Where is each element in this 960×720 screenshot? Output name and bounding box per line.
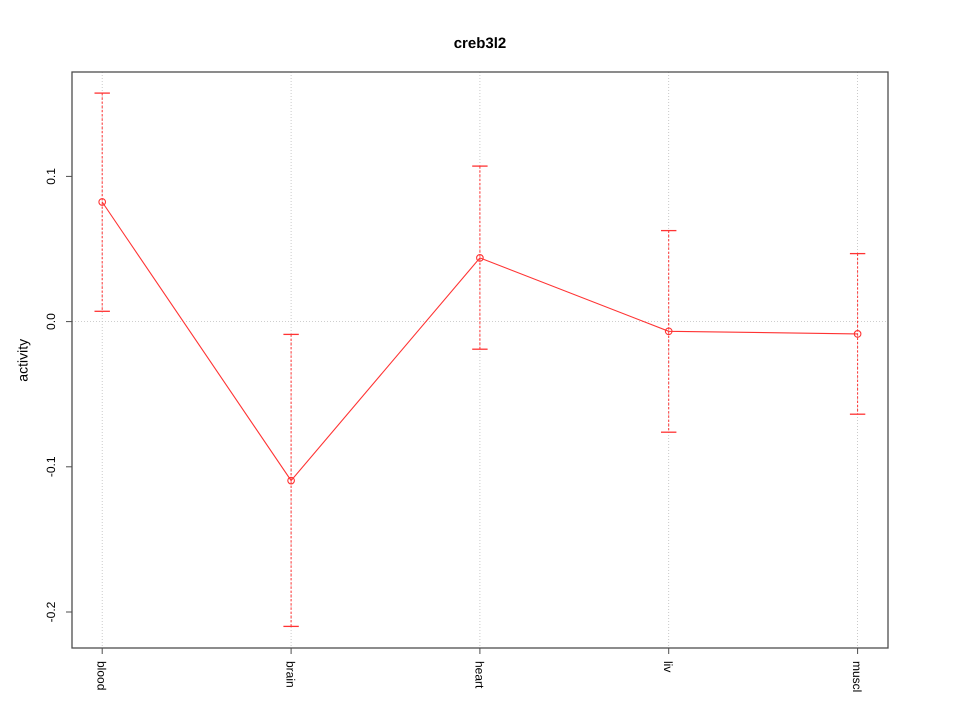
- svg-text:activity: activity: [14, 339, 30, 382]
- svg-text:blood: blood: [95, 661, 109, 690]
- svg-text:muscl: muscl: [850, 661, 864, 692]
- svg-text:-0.2: -0.2: [44, 601, 58, 622]
- svg-text:0.0: 0.0: [44, 313, 58, 330]
- svg-text:liv: liv: [661, 661, 675, 672]
- svg-text:creb3l2: creb3l2: [454, 35, 507, 52]
- svg-text:brain: brain: [284, 661, 298, 688]
- svg-text:heart: heart: [472, 661, 486, 689]
- svg-text:0.1: 0.1: [44, 168, 58, 185]
- svg-text:-0.1: -0.1: [44, 456, 58, 477]
